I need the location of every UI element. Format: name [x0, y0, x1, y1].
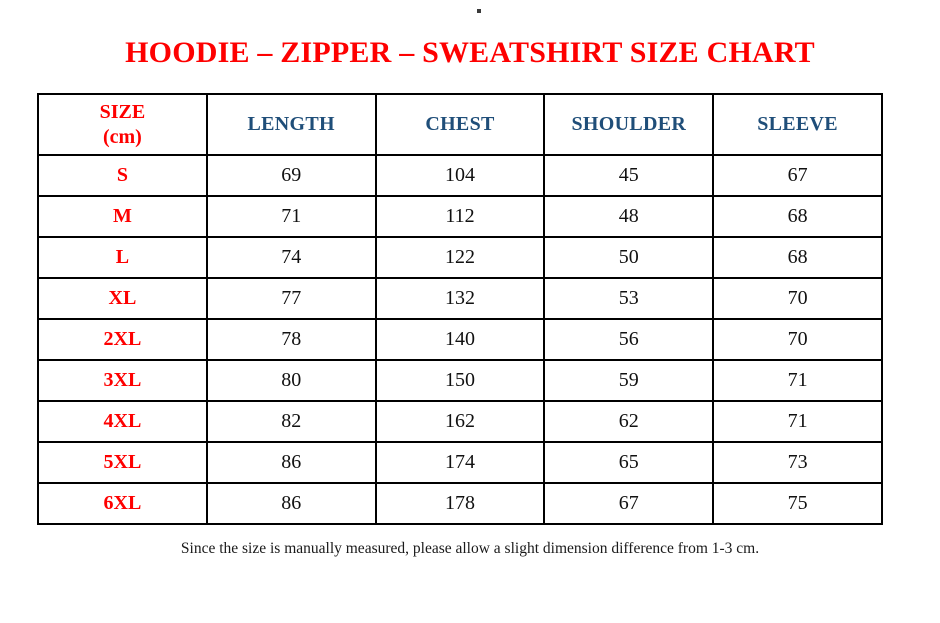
- table-row: 5XL 86 174 65 73: [37, 441, 883, 484]
- table-row: M 71 112 48 68: [37, 195, 883, 238]
- top-dot-artifact: [477, 9, 481, 13]
- measurement-cell: 73: [712, 441, 883, 484]
- header-row: SIZE (cm) LENGTH CHEST SHOULDER SLEEVE: [37, 93, 883, 156]
- table-row: 6XL 86 178 67 75: [37, 482, 883, 525]
- measurement-cell: 74: [205, 236, 377, 279]
- measurement-cell: 67: [543, 482, 715, 525]
- measurement-cell: 174: [374, 441, 546, 484]
- measurement-cell: 70: [712, 318, 883, 361]
- table-row: 2XL 78 140 56 70: [37, 318, 883, 361]
- header-cell-chest: CHEST: [374, 93, 546, 156]
- measurement-cell: 80: [205, 359, 377, 402]
- measurement-cell: 68: [712, 236, 883, 279]
- measurement-cell: 53: [543, 277, 715, 320]
- size-label-cell: XL: [37, 277, 208, 320]
- size-label-cell: 5XL: [37, 441, 208, 484]
- measurement-cell: 112: [374, 195, 546, 238]
- measurement-cell: 104: [374, 154, 546, 197]
- measurement-cell: 70: [712, 277, 883, 320]
- measurement-cell: 78: [205, 318, 377, 361]
- measurement-cell: 77: [205, 277, 377, 320]
- size-table-body: S 69 104 45 67 M 71 112 48 68 L 74 122 50 68 XL 77 132 53 7…: [37, 154, 883, 525]
- measurement-cell: 86: [205, 441, 377, 484]
- size-label-cell: 4XL: [37, 400, 208, 443]
- measurement-cell: 71: [712, 400, 883, 443]
- measurement-cell: 59: [543, 359, 715, 402]
- measurement-cell: 62: [543, 400, 715, 443]
- size-header-line2: (cm): [102, 125, 142, 148]
- size-chart-table: SIZE (cm) LENGTH CHEST SHOULDER SLEEVE S…: [37, 93, 883, 525]
- measurement-cell: 45: [543, 154, 715, 197]
- measurement-cell: 162: [374, 400, 546, 443]
- measurement-cell: 67: [712, 154, 883, 197]
- measurement-cell: 68: [712, 195, 883, 238]
- size-label-cell: 3XL: [37, 359, 208, 402]
- size-label-cell: M: [37, 195, 208, 238]
- table-row: 4XL 82 162 62 71: [37, 400, 883, 443]
- table-header: SIZE (cm) LENGTH CHEST SHOULDER SLEEVE: [37, 93, 883, 156]
- measurement-cell: 140: [374, 318, 546, 361]
- header-cell-sleeve: SLEEVE: [712, 93, 883, 156]
- header-cell-size: SIZE (cm): [37, 93, 208, 156]
- table-row: S 69 104 45 67: [37, 154, 883, 197]
- measurement-cell: 56: [543, 318, 715, 361]
- measurement-cell: 86: [205, 482, 377, 525]
- measurement-cell: 122: [374, 236, 546, 279]
- header-cell-length: LENGTH: [205, 93, 377, 156]
- measurement-cell: 132: [374, 277, 546, 320]
- header-cell-shoulder: SHOULDER: [543, 93, 715, 156]
- measurement-cell: 69: [205, 154, 377, 197]
- measurement-cell: 75: [712, 482, 883, 525]
- measurement-cell: 150: [374, 359, 546, 402]
- size-label-cell: 2XL: [37, 318, 208, 361]
- size-header-line1: SIZE: [99, 100, 146, 123]
- table-row: XL 77 132 53 70: [37, 277, 883, 320]
- measurement-cell: 82: [205, 400, 377, 443]
- table-row: 3XL 80 150 59 71: [37, 359, 883, 402]
- footer-note: Since the size is manually measured, ple…: [180, 540, 760, 557]
- size-label-cell: L: [37, 236, 208, 279]
- measurement-cell: 178: [374, 482, 546, 525]
- measurement-cell: 65: [543, 441, 715, 484]
- table-row: L 74 122 50 68: [37, 236, 883, 279]
- page-title: HOODIE – ZIPPER – SWEATSHIRT SIZE CHART: [125, 36, 815, 69]
- measurement-cell: 48: [543, 195, 715, 238]
- measurement-cell: 50: [543, 236, 715, 279]
- measurement-cell: 71: [205, 195, 377, 238]
- size-label-cell: S: [37, 154, 208, 197]
- measurement-cell: 71: [712, 359, 883, 402]
- size-label-cell: 6XL: [37, 482, 208, 525]
